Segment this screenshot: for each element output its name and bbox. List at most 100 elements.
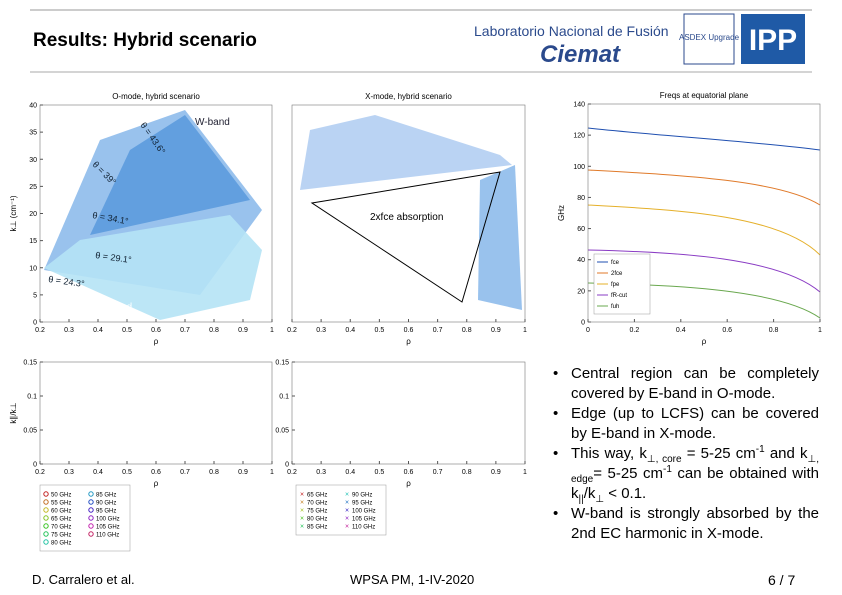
bullet-text: ⊥, core (646, 454, 682, 465)
legend-marker (88, 523, 94, 529)
logo-text: IPP (749, 24, 797, 57)
legend-box (295, 484, 387, 536)
plot-frame (587, 103, 821, 323)
x-tick-label: 0.8 (769, 327, 779, 334)
y-tick-label: 0.15 (23, 360, 37, 367)
legend-label: 105 GHz (96, 525, 120, 531)
legend-label: 95 GHz (352, 501, 372, 507)
y-tick-label: 0 (285, 462, 289, 469)
legend-marker (88, 507, 94, 513)
legend-marker: × (345, 492, 349, 499)
x-tick-label: 0.6 (404, 327, 414, 334)
bullet-text: -1 (755, 444, 765, 455)
x-tick-label: 0.6 (404, 469, 414, 476)
x-tick-label: 0 (586, 327, 590, 334)
legend-label: fpe (611, 282, 620, 288)
legend-marker (43, 539, 49, 545)
x-tick-label: 0.8 (462, 327, 472, 334)
legend-label: 80 GHz (307, 517, 327, 523)
y-tick-label: 0.05 (275, 428, 289, 435)
panel-title: X-mode, hybrid scenario (365, 92, 452, 101)
x-tick-label: 0.5 (122, 327, 132, 334)
bullet-text: Edge (up to LCFS) can be covered by E-ba… (571, 405, 819, 442)
legend-label: 2fce (611, 271, 623, 277)
x-tick-label: 0.9 (238, 469, 248, 476)
x-tick-label: 0.5 (375, 469, 385, 476)
y-tick-label: 120 (573, 133, 585, 140)
x-tick-label: 0.3 (316, 469, 326, 476)
x-tick-label: 0.4 (676, 327, 686, 334)
logo-box (741, 14, 805, 64)
y-axis-label: k⊥ (cm⁻¹) (9, 195, 18, 231)
x-tick-label: 0.3 (316, 327, 326, 334)
legend-marker (43, 531, 49, 537)
y-tick-label: 80 (577, 195, 585, 202)
legend-label: 75 GHz (51, 533, 71, 539)
legend-label: 50 GHz (51, 493, 71, 499)
legend-label: 95 GHz (96, 509, 116, 515)
y-tick-label: 15 (29, 238, 37, 245)
legend-marker (88, 491, 94, 497)
legend-label: 65 GHz (51, 517, 71, 523)
y-tick-label: 0.1 (279, 394, 289, 401)
x-tick-label: 0.4 (345, 327, 355, 334)
x-tick-label: 0.8 (209, 469, 219, 476)
bullet: Edge (up to LCFS) can be covered by E-ba… (553, 404, 819, 444)
y-tick-label: 20 (29, 211, 37, 218)
footer-meeting: WPSA PM, 1-IV-2020 (350, 572, 475, 587)
x-tick-label: 0.6 (151, 327, 161, 334)
bullet-text: = 5-25 cm (681, 445, 756, 462)
x-tick-label: 0.7 (433, 469, 443, 476)
legend-marker: × (300, 500, 304, 507)
x-tick-label: 0.5 (375, 327, 385, 334)
bullet: This way, k⊥, core = 5-25 cm-1 and k⊥, e… (553, 444, 819, 505)
legend-label: fR-cut (611, 293, 627, 299)
legend-marker: × (345, 508, 349, 515)
y-tick-label: 140 (573, 102, 585, 109)
y-tick-label: 40 (29, 103, 37, 110)
slide-title: Results: Hybrid scenario (33, 30, 257, 51)
x-tick-label: 0.4 (93, 469, 103, 476)
bullet-text: || (578, 494, 584, 505)
legend-marker: × (300, 492, 304, 499)
legend-marker (88, 499, 94, 505)
y-axis-label: GHz (557, 205, 566, 221)
x-tick-label: 0.3 (64, 327, 74, 334)
legend-label: 85 GHz (96, 493, 116, 499)
bullet-text: ⊥, edge (571, 454, 819, 485)
annotation: W-band (195, 117, 230, 128)
y-tick-label: 5 (33, 292, 37, 299)
y-tick-label: 25 (29, 184, 37, 191)
legend-marker: × (345, 524, 349, 531)
bullet-text: /k (583, 485, 596, 502)
logo-text: ASDEX Upgrade (679, 33, 740, 42)
x-axis-label: ρ (406, 337, 411, 346)
legend-marker: × (300, 524, 304, 531)
legend-label: 65 GHz (307, 493, 327, 499)
x-tick-label: 1 (270, 469, 274, 476)
bullet-text: and k (764, 445, 808, 462)
legend-marker (43, 491, 49, 497)
x-axis-label: ρ (154, 337, 159, 346)
x-tick-label: 1 (523, 469, 527, 476)
x-tick-label: 0.9 (491, 469, 501, 476)
logo-text: Laboratorio Nacional de Fusión (474, 23, 669, 39)
legend-label: 110 GHz (96, 533, 119, 539)
legend-label: 55 GHz (51, 501, 71, 507)
bullet-text: This way, k (571, 445, 647, 462)
bullet-text: W-band is strongly absorbed by the 2nd E… (571, 505, 819, 542)
legend-label: 80 GHz (51, 541, 71, 547)
legend-label: 90 GHz (352, 493, 372, 499)
y-tick-label: 0 (33, 462, 37, 469)
legend-marker (88, 531, 94, 537)
x-tick-label: 1 (523, 327, 527, 334)
x-tick-label: 0.2 (35, 327, 45, 334)
y-tick-label: 0.1 (27, 394, 37, 401)
page-number: 6 / 7 (768, 572, 796, 588)
legend-label: 70 GHz (51, 525, 71, 531)
x-tick-label: 0.7 (180, 327, 190, 334)
plot-frame (291, 361, 526, 465)
x-tick-label: 0.4 (93, 327, 103, 334)
plot-decoration (44, 110, 821, 320)
x-tick-label: 0.7 (180, 469, 190, 476)
